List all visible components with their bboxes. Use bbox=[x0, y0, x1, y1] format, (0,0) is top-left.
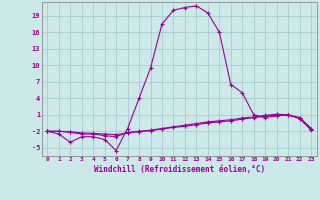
X-axis label: Windchill (Refroidissement éolien,°C): Windchill (Refroidissement éolien,°C) bbox=[94, 165, 265, 174]
